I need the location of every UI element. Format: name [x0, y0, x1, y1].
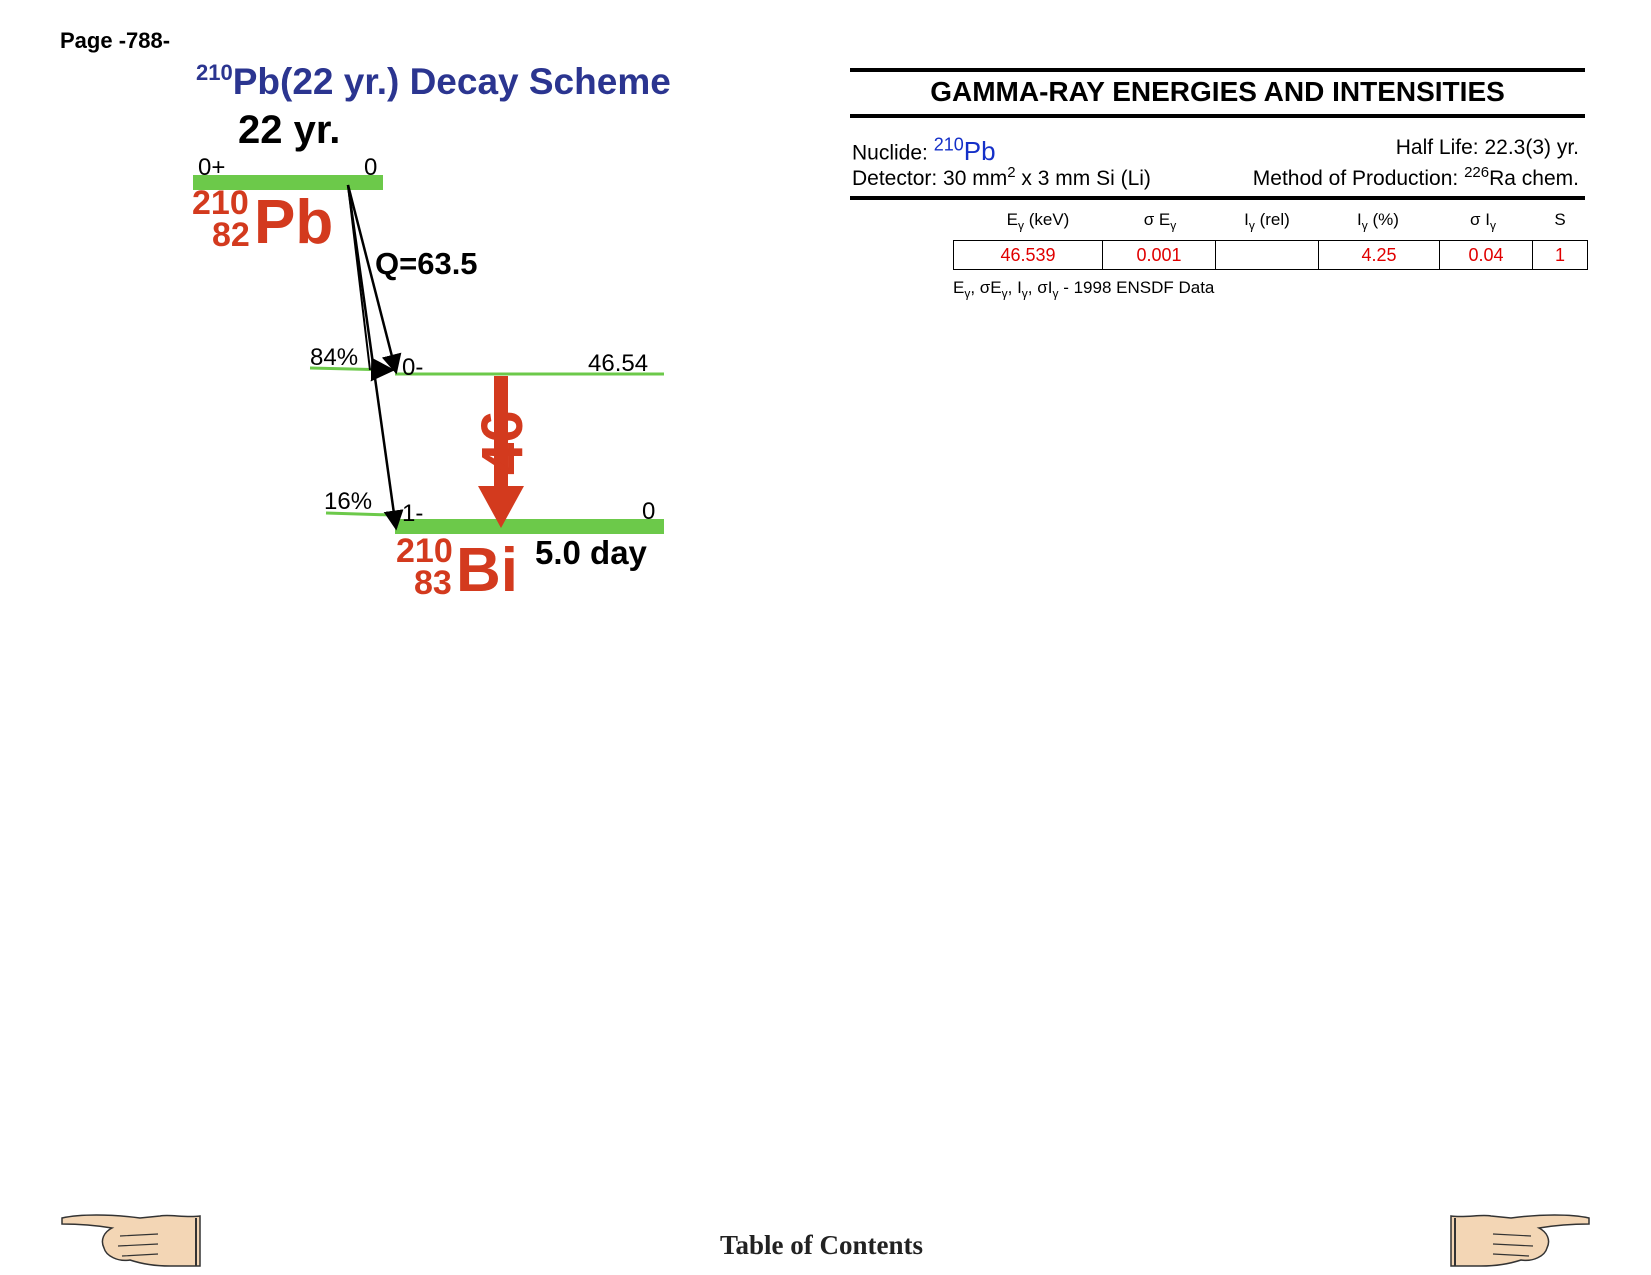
excited-level-spin: 0-	[402, 354, 424, 381]
cell-energy: 46.539	[953, 240, 1103, 270]
column-header-sigma-intensity: σ Iγ	[1470, 210, 1496, 233]
daughter-atomic-number: 83	[414, 564, 452, 602]
table-of-contents-link[interactable]: Table of Contents	[720, 1230, 924, 1260]
branch-16-percent: 16%	[324, 488, 373, 515]
cell-sigma-energy: 0.001	[1102, 240, 1216, 270]
beta-arrow-84	[346, 184, 402, 375]
parent-atomic-number: 82	[212, 216, 250, 254]
branch-84-percent: 84%	[310, 344, 359, 371]
daughter-symbol: Bi	[456, 536, 518, 605]
gamma-label: 46	[470, 410, 535, 475]
gamma-arrow-head	[478, 486, 524, 528]
cell-s: 1	[1532, 240, 1588, 270]
gamma-table-title: GAMMA-RAY ENERGIES AND INTENSITIES	[930, 76, 1505, 107]
column-header-sigma-energy: σ Eγ	[1143, 210, 1177, 233]
pointing-hand-left-icon[interactable]	[60, 1210, 205, 1268]
info-rule	[850, 196, 1585, 200]
production-text: Method of Production:	[1252, 167, 1465, 190]
production-mass: 226	[1464, 164, 1490, 181]
column-header-intensity-rel: Iγ (rel)	[1244, 210, 1290, 233]
pointing-hand-right-icon[interactable]	[1446, 1210, 1591, 1268]
nuclide-symbol: Pb	[963, 135, 996, 166]
beta-arrow-16	[346, 184, 404, 531]
column-header-s: S	[1554, 210, 1566, 229]
production-text-end: Ra chem.	[1489, 167, 1579, 190]
ground-level-energy: 0	[642, 498, 656, 525]
parent-nuclide: 210 82 Pb	[192, 186, 342, 256]
page-number: Page -788-	[60, 28, 171, 53]
branch-84-feeder	[309, 357, 395, 382]
ground-level-spin: 1-	[402, 500, 424, 527]
nuclide-value: 210Pb	[933, 134, 996, 166]
decay-scheme-diagram: 46	[193, 175, 664, 534]
decay-scheme-title: 210Pb(22 yr.) Decay Scheme	[196, 60, 671, 103]
daughter-mass-number: 210	[396, 532, 453, 570]
nuclide-info: Nuclide: 210Pb	[852, 134, 996, 167]
table-row: 46.539 0.001 4.25 0.04 1	[953, 240, 1588, 270]
parent-level-bar	[193, 175, 383, 190]
daughter-halflife: 5.0 day	[535, 534, 647, 571]
column-header-intensity-pct: Iγ (%)	[1357, 210, 1399, 233]
cell-sigma-intensity: 0.04	[1439, 240, 1533, 270]
daughter-nuclide: 210 83 Bi	[396, 534, 536, 604]
top-rule	[850, 68, 1585, 72]
gamma-arrow-shaft	[494, 376, 508, 486]
parent-mass-number: 210	[192, 184, 249, 222]
title-rule	[850, 114, 1585, 118]
ground-level-bar	[395, 519, 664, 534]
excited-level-energy: 46.54	[588, 350, 649, 377]
column-header-energy: Eγ (keV)	[1006, 210, 1070, 233]
nuclide-mass: 210	[933, 134, 964, 154]
detector-info: Detector: 30 mm2 x 3 mm Si (Li)	[852, 164, 1151, 191]
branch-16-feeder	[325, 511, 393, 517]
parent-halflife: 22 yr.	[238, 108, 341, 152]
halflife-info: Half Life: 22.3(3) yr.	[1395, 136, 1579, 159]
gamma-data-table: 46.539 0.001 4.25 0.04 1	[953, 240, 1588, 270]
detector-text: Detector: 30 mm	[852, 167, 1008, 190]
cell-intensity-pct: 4.25	[1318, 240, 1440, 270]
nuclide-label: Nuclide:	[852, 141, 928, 165]
title-text: Pb(22 yr.) Decay Scheme	[232, 61, 671, 102]
detector-text-end: x 3 mm Si (Li)	[1015, 167, 1151, 190]
data-source-text: 1998 ENSDF Data	[1073, 278, 1215, 297]
beta-stem	[347, 184, 371, 371]
q-value: Q=63.5	[375, 246, 478, 281]
detector-exponent: 2	[1007, 164, 1016, 181]
cell-intensity-rel	[1215, 240, 1319, 270]
parent-level-energy: 0	[364, 154, 378, 181]
title-mass-number: 210	[196, 60, 233, 85]
parent-symbol: Pb	[254, 188, 334, 257]
production-info: Method of Production: 226Ra chem.	[1253, 164, 1579, 191]
data-source-note: Eγ, σEγ, Iγ, σIγ - 1998 ENSDF Data	[953, 278, 1215, 301]
